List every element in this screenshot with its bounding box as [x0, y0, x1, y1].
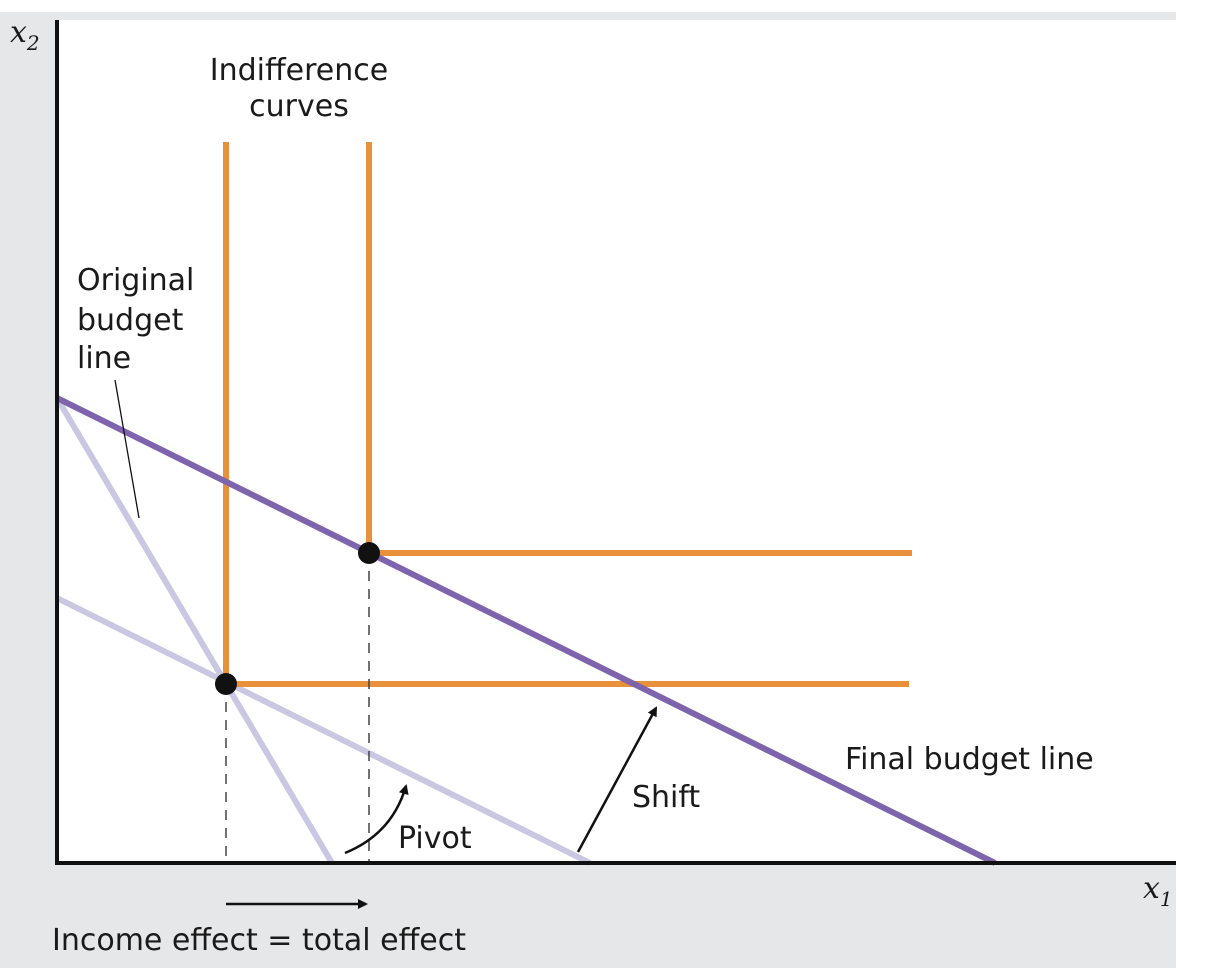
original-budget-label-line2: budget	[77, 303, 184, 338]
pivot-label: Pivot	[398, 821, 472, 856]
final-choice-point	[358, 542, 380, 564]
original-budget-leader	[114, 379, 140, 519]
original-budget-label-line3: line	[77, 341, 131, 376]
original-choice-point	[215, 673, 237, 695]
y-axis-label: x2	[10, 15, 40, 55]
pivot-arrow	[344, 784, 409, 855]
original-budget-label-line1: Original	[77, 263, 194, 298]
original-budget-line-pivoted	[55, 595, 592, 866]
x-axis-label: x1	[1143, 871, 1173, 911]
plot-area	[57, 20, 1176, 863]
original-budget-line-steep	[54, 396, 335, 865]
indifference-curves-label-line1: Indifference	[210, 53, 388, 88]
shift-label: Shift	[632, 780, 700, 815]
income-effect-label: Income effect = total effect	[52, 923, 466, 958]
shift-arrow	[576, 706, 658, 853]
indifference-curves-label-line2: curves	[249, 89, 349, 124]
final-budget-line-label: Final budget line	[845, 742, 1094, 777]
final-budget-line	[55, 395, 997, 866]
